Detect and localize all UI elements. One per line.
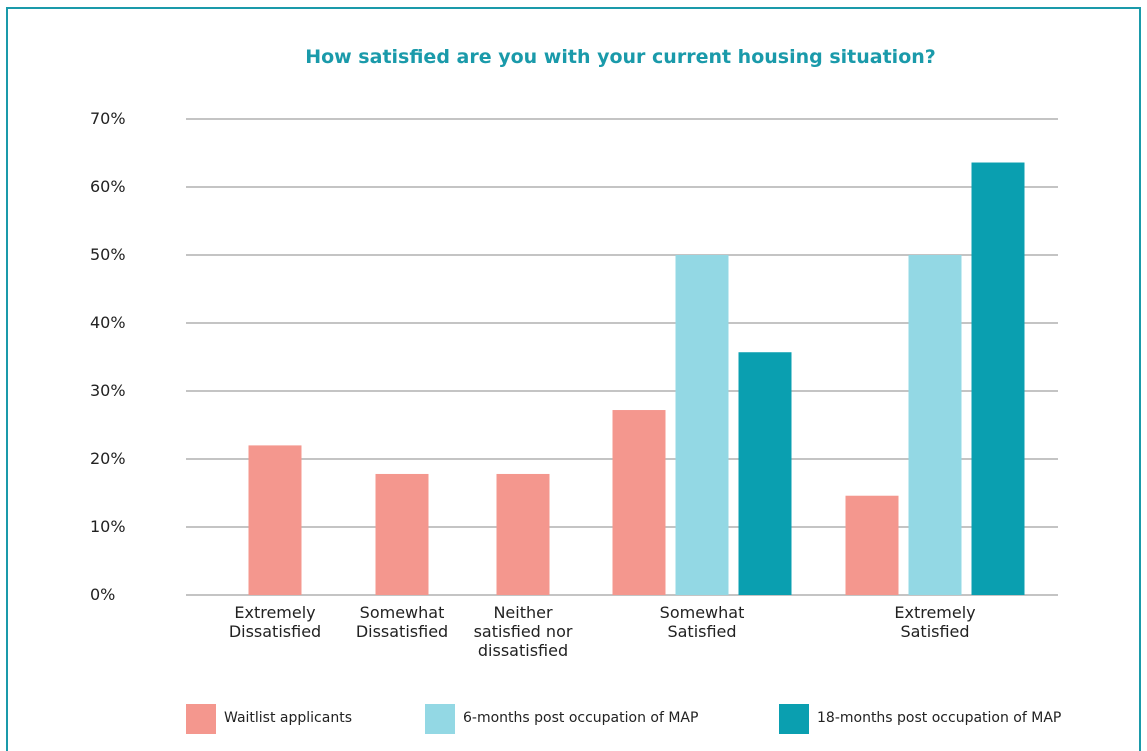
x-tick-label: Somewhat Dissatisfied	[355, 603, 449, 641]
bar	[612, 410, 666, 595]
y-tick-label: 10%	[90, 517, 126, 536]
bar	[738, 352, 792, 595]
bar	[971, 162, 1025, 595]
bar	[845, 495, 899, 595]
bar	[496, 473, 550, 595]
y-tick-label: 40%	[90, 313, 126, 332]
legend-label: 18-months post occupation of MAP	[817, 710, 1062, 726]
bar	[675, 255, 729, 595]
legend-swatch	[779, 704, 809, 734]
x-tick-label: Neither satisfied nor dissatisfied	[473, 603, 573, 660]
x-tick-label: Extremely Satisfied	[894, 603, 976, 641]
frame	[6, 7, 1141, 751]
y-tick-label: 60%	[90, 177, 126, 196]
bar	[375, 473, 429, 595]
x-tick-label: Somewhat Satisfied	[659, 603, 745, 641]
legend-swatch	[186, 704, 216, 734]
y-tick-label: 20%	[90, 449, 126, 468]
y-tick-label: 30%	[90, 381, 126, 400]
x-tick-label: Extremely Dissatisfied	[228, 603, 322, 641]
legend-label: 6-months post occupation of MAP	[463, 710, 699, 726]
legend-swatch	[425, 704, 455, 734]
chart-title: How satisfied are you with your current …	[305, 46, 936, 68]
y-tick-label: 70%	[90, 109, 126, 128]
bar	[908, 255, 962, 595]
y-tick-label: 0%	[90, 585, 116, 604]
bar	[248, 445, 302, 595]
legend-label: Waitlist applicants	[224, 710, 352, 726]
y-tick-label: 50%	[90, 245, 126, 264]
